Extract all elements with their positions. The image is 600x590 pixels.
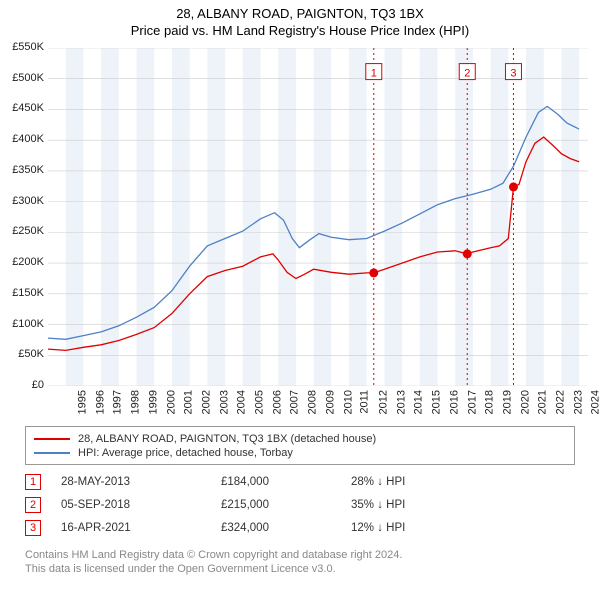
fact-number-badge: 1	[25, 474, 41, 490]
legend-item-hpi: HPI: Average price, detached house, Torb…	[34, 446, 566, 460]
x-tick-label: 2000	[165, 390, 177, 414]
chart-title-line1: 28, ALBANY ROAD, PAIGNTON, TQ3 1BX	[0, 0, 600, 21]
x-tick-label: 2006	[271, 390, 283, 414]
fact-date: 05-SEP-2018	[61, 499, 221, 511]
y-tick-label: £150K	[0, 287, 44, 299]
x-tick-label: 2010	[342, 390, 354, 414]
svg-text:3: 3	[510, 68, 516, 80]
y-tick-label: £450K	[0, 102, 44, 114]
x-tick-label: 2016	[448, 390, 460, 414]
x-tick-label: 2022	[555, 390, 567, 414]
x-tick-label: 2017	[466, 390, 478, 414]
y-tick-label: £100K	[0, 318, 44, 330]
fact-date: 28-MAY-2013	[61, 476, 221, 488]
y-tick-label: £250K	[0, 225, 44, 237]
x-tick-label: 2003	[218, 390, 230, 414]
fact-pct-vs-hpi: 28% ↓ HPI	[351, 476, 405, 488]
x-tick-label: 1996	[94, 390, 106, 414]
footer-line2: This data is licensed under the Open Gov…	[25, 562, 575, 576]
y-tick-label: £50K	[0, 348, 44, 360]
legend-item-property: 28, ALBANY ROAD, PAIGNTON, TQ3 1BX (deta…	[34, 432, 566, 446]
fact-pct-vs-hpi: 12% ↓ HPI	[351, 522, 405, 534]
chart-container: 28, ALBANY ROAD, PAIGNTON, TQ3 1BX Price…	[0, 0, 600, 590]
x-tick-label: 2001	[183, 390, 195, 414]
fact-row: 2 05-SEP-2018 £215,000 35% ↓ HPI	[25, 493, 575, 516]
svg-text:1: 1	[371, 68, 377, 80]
fact-number-badge: 2	[25, 497, 41, 513]
chart-svg: 1 2 3	[48, 48, 588, 386]
attribution-footer: Contains HM Land Registry data © Crown c…	[25, 548, 575, 577]
chart-title-line2: Price paid vs. HM Land Registry's House …	[0, 21, 600, 38]
x-tick-label: 1995	[76, 390, 88, 414]
x-tick-label: 2004	[236, 390, 248, 414]
x-tick-label: 2005	[254, 390, 266, 414]
fact-date: 16-APR-2021	[61, 522, 221, 534]
legend-label-hpi: HPI: Average price, detached house, Torb…	[78, 447, 293, 459]
x-tick-label: 2014	[413, 390, 425, 414]
x-tick-label: 1999	[147, 390, 159, 414]
x-tick-label: 2009	[324, 390, 336, 414]
fact-row: 1 28-MAY-2013 £184,000 28% ↓ HPI	[25, 470, 575, 493]
x-tick-label: 2020	[519, 390, 531, 414]
fact-number-badge: 3	[25, 520, 41, 536]
fact-price: £324,000	[221, 522, 351, 534]
x-tick-label: 2013	[395, 390, 407, 414]
y-tick-label: £550K	[0, 41, 44, 53]
x-tick-label: 2011	[359, 390, 371, 414]
y-tick-label: £200K	[0, 256, 44, 268]
fact-row: 3 16-APR-2021 £324,000 12% ↓ HPI	[25, 516, 575, 539]
chart-plot-area: 1 2 3	[48, 48, 588, 386]
y-tick-label: £350K	[0, 164, 44, 176]
x-tick-label: 2007	[289, 390, 301, 414]
x-tick-label: 2008	[307, 390, 319, 414]
y-tick-label: £300K	[0, 195, 44, 207]
legend-swatch-hpi	[34, 452, 70, 454]
fact-price: £184,000	[221, 476, 351, 488]
sale-facts-table: 1 28-MAY-2013 £184,000 28% ↓ HPI 2 05-SE…	[25, 470, 575, 539]
x-tick-label: 1998	[130, 390, 142, 414]
legend-swatch-property	[34, 438, 70, 440]
x-tick-label: 2002	[200, 390, 212, 414]
x-tick-label: 2018	[484, 390, 496, 414]
x-tick-label: 2012	[377, 390, 389, 414]
y-tick-label: £400K	[0, 133, 44, 145]
svg-text:2: 2	[464, 68, 470, 80]
fact-price: £215,000	[221, 499, 351, 511]
y-tick-label: £500K	[0, 72, 44, 84]
x-tick-label: 2023	[572, 390, 584, 414]
y-tick-label: £0	[0, 379, 44, 391]
fact-pct-vs-hpi: 35% ↓ HPI	[351, 499, 405, 511]
legend: 28, ALBANY ROAD, PAIGNTON, TQ3 1BX (deta…	[25, 426, 575, 465]
x-tick-label: 2015	[431, 390, 443, 414]
x-tick-label: 2021	[537, 390, 549, 414]
x-tick-label: 1997	[112, 390, 124, 414]
x-tick-label: 2019	[501, 390, 513, 414]
x-tick-label: 2024	[590, 390, 600, 414]
footer-line1: Contains HM Land Registry data © Crown c…	[25, 548, 575, 562]
legend-label-property: 28, ALBANY ROAD, PAIGNTON, TQ3 1BX (deta…	[78, 433, 376, 445]
